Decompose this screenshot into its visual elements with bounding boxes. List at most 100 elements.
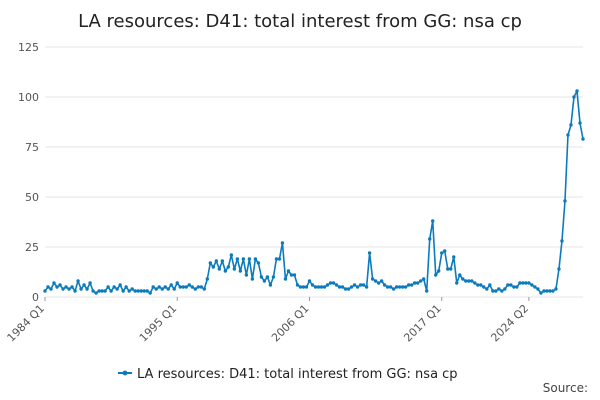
- data-point[interactable]: [524, 281, 528, 285]
- data-point[interactable]: [394, 285, 399, 289]
- data-point[interactable]: [163, 285, 167, 289]
- data-point[interactable]: [112, 285, 116, 289]
- data-point[interactable]: [397, 285, 402, 289]
- data-point[interactable]: [470, 279, 474, 283]
- data-point[interactable]: [274, 257, 279, 261]
- data-point[interactable]: [530, 283, 534, 287]
- data-point[interactable]: [355, 285, 360, 289]
- data-point[interactable]: [244, 273, 249, 277]
- data-point[interactable]: [340, 285, 345, 289]
- data-point[interactable]: [226, 265, 231, 269]
- data-point[interactable]: [403, 285, 408, 289]
- data-point[interactable]: [67, 287, 71, 291]
- data-point[interactable]: [548, 289, 552, 293]
- data-point[interactable]: [379, 279, 384, 283]
- data-point[interactable]: [419, 279, 423, 283]
- data-point[interactable]: [151, 285, 155, 289]
- data-point[interactable]: [115, 287, 119, 291]
- data-point[interactable]: [76, 279, 80, 283]
- data-point[interactable]: [247, 257, 252, 261]
- data-point[interactable]: [557, 267, 561, 271]
- data-point[interactable]: [199, 285, 203, 289]
- data-point[interactable]: [229, 253, 234, 257]
- data-point[interactable]: [409, 283, 414, 287]
- data-point[interactable]: [250, 277, 255, 281]
- data-point[interactable]: [437, 269, 441, 273]
- data-point[interactable]: [575, 89, 579, 93]
- data-point[interactable]: [479, 283, 483, 287]
- data-point[interactable]: [232, 267, 237, 271]
- data-point[interactable]: [202, 287, 206, 291]
- data-point[interactable]: [476, 283, 480, 287]
- data-point[interactable]: [283, 277, 288, 281]
- data-point[interactable]: [391, 287, 396, 291]
- data-point[interactable]: [262, 279, 267, 283]
- data-point[interactable]: [412, 281, 417, 285]
- data-point[interactable]: [455, 281, 459, 285]
- data-point[interactable]: [328, 281, 333, 285]
- data-point[interactable]: [569, 123, 573, 127]
- data-point[interactable]: [346, 287, 351, 291]
- data-point[interactable]: [55, 285, 59, 289]
- data-point[interactable]: [316, 285, 321, 289]
- data-point[interactable]: [376, 281, 381, 285]
- data-point[interactable]: [58, 283, 62, 287]
- data-point[interactable]: [172, 287, 176, 291]
- data-point[interactable]: [452, 255, 456, 259]
- data-point[interactable]: [533, 285, 537, 289]
- data-point[interactable]: [145, 289, 149, 293]
- data-point[interactable]: [449, 267, 453, 271]
- data-point[interactable]: [545, 289, 549, 293]
- data-point[interactable]: [331, 281, 336, 285]
- data-point[interactable]: [406, 283, 411, 287]
- data-point[interactable]: [268, 283, 273, 287]
- data-point[interactable]: [506, 283, 510, 287]
- data-point[interactable]: [88, 281, 92, 285]
- data-point[interactable]: [265, 275, 270, 279]
- data-point[interactable]: [94, 291, 98, 295]
- data-point[interactable]: [235, 257, 240, 261]
- data-point[interactable]: [400, 285, 405, 289]
- data-point[interactable]: [130, 287, 134, 291]
- data-point[interactable]: [497, 287, 501, 291]
- data-point[interactable]: [253, 257, 258, 261]
- data-point[interactable]: [313, 285, 318, 289]
- data-point[interactable]: [352, 283, 357, 287]
- data-point[interactable]: [220, 259, 225, 263]
- data-point[interactable]: [431, 219, 435, 223]
- data-point[interactable]: [289, 273, 294, 277]
- data-point[interactable]: [259, 275, 264, 279]
- data-point[interactable]: [121, 289, 125, 293]
- data-point[interactable]: [187, 283, 191, 287]
- data-point[interactable]: [434, 273, 438, 277]
- data-point[interactable]: [518, 281, 522, 285]
- data-point[interactable]: [256, 261, 261, 265]
- data-point[interactable]: [382, 283, 387, 287]
- data-point[interactable]: [473, 281, 477, 285]
- data-point[interactable]: [464, 279, 468, 283]
- data-point[interactable]: [425, 289, 429, 293]
- data-point[interactable]: [521, 281, 525, 285]
- data-point[interactable]: [166, 287, 170, 291]
- data-point[interactable]: [539, 291, 543, 295]
- data-point[interactable]: [467, 279, 471, 283]
- data-point[interactable]: [440, 251, 444, 255]
- data-point[interactable]: [319, 285, 324, 289]
- data-point[interactable]: [211, 265, 216, 269]
- data-point[interactable]: [61, 287, 65, 291]
- data-point[interactable]: [64, 285, 68, 289]
- data-point[interactable]: [370, 277, 375, 281]
- data-point[interactable]: [292, 273, 297, 277]
- data-point[interactable]: [184, 285, 188, 289]
- data-point[interactable]: [443, 249, 447, 253]
- data-point[interactable]: [286, 269, 291, 273]
- data-point[interactable]: [217, 267, 222, 271]
- data-point[interactable]: [572, 95, 576, 99]
- data-point[interactable]: [415, 281, 420, 285]
- data-point[interactable]: [193, 287, 197, 291]
- data-point[interactable]: [79, 287, 83, 291]
- data-point[interactable]: [190, 285, 194, 289]
- data-point[interactable]: [304, 285, 309, 289]
- data-point[interactable]: [205, 277, 209, 281]
- data-point[interactable]: [361, 283, 366, 287]
